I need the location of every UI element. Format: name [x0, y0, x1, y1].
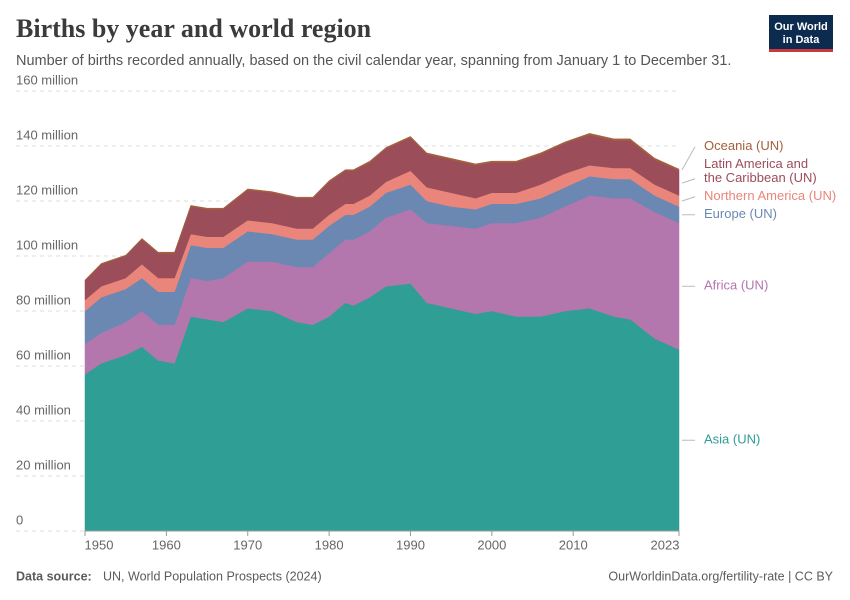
legend-label: Africa (UN) [704, 278, 768, 293]
y-tick-label: 140 million [16, 127, 78, 142]
x-tick-label: 2010 [559, 537, 588, 552]
legend-label: Asia (UN) [704, 432, 760, 447]
chart-subtitle: Number of births recorded annually, base… [16, 53, 731, 69]
y-tick-label: 160 million [16, 72, 78, 87]
x-tick-label: 1950 [85, 537, 114, 552]
label-connector [681, 178, 696, 184]
source: UN, World Population Prospects (2024) [103, 569, 322, 583]
chart-title: Births by year and world region [16, 14, 372, 43]
legend-label: Northern America (UN) [704, 188, 836, 203]
x-tick-label: 1960 [152, 537, 181, 552]
y-tick-label: 120 million [16, 182, 78, 197]
x-tick-label: 1970 [233, 537, 262, 552]
y-tick-label: 100 million [16, 237, 78, 252]
logo: Our World in Data [769, 15, 833, 52]
x-tick-label: 2023 [651, 537, 680, 552]
area [84, 133, 680, 282]
footer: OurWorldinData.org/fertility-rate | CC B… [608, 569, 833, 583]
legend-label: Latin America and the Caribbean (UN) [704, 156, 817, 185]
y-tick-label: 0 [16, 512, 23, 527]
label-connector [681, 196, 696, 202]
x-tick-label: 1990 [396, 537, 425, 552]
legend-label: Europe (UN) [704, 206, 777, 221]
label-connector [681, 146, 696, 171]
logo-text: in Data [783, 34, 821, 46]
legend-label: Oceania (UN) [704, 138, 783, 153]
logo-bar [769, 49, 833, 52]
y-tick-label: 60 million [16, 347, 71, 362]
logo-text: Our World [774, 21, 828, 33]
x-tick-label: 2000 [477, 537, 506, 552]
y-tick-label: 20 million [16, 457, 71, 472]
y-tick-label: 40 million [16, 402, 71, 417]
source-label: Data source: [16, 569, 92, 583]
y-tick-label: 80 million [16, 292, 71, 307]
x-tick-label: 1980 [315, 537, 344, 552]
logo-box [769, 15, 833, 52]
